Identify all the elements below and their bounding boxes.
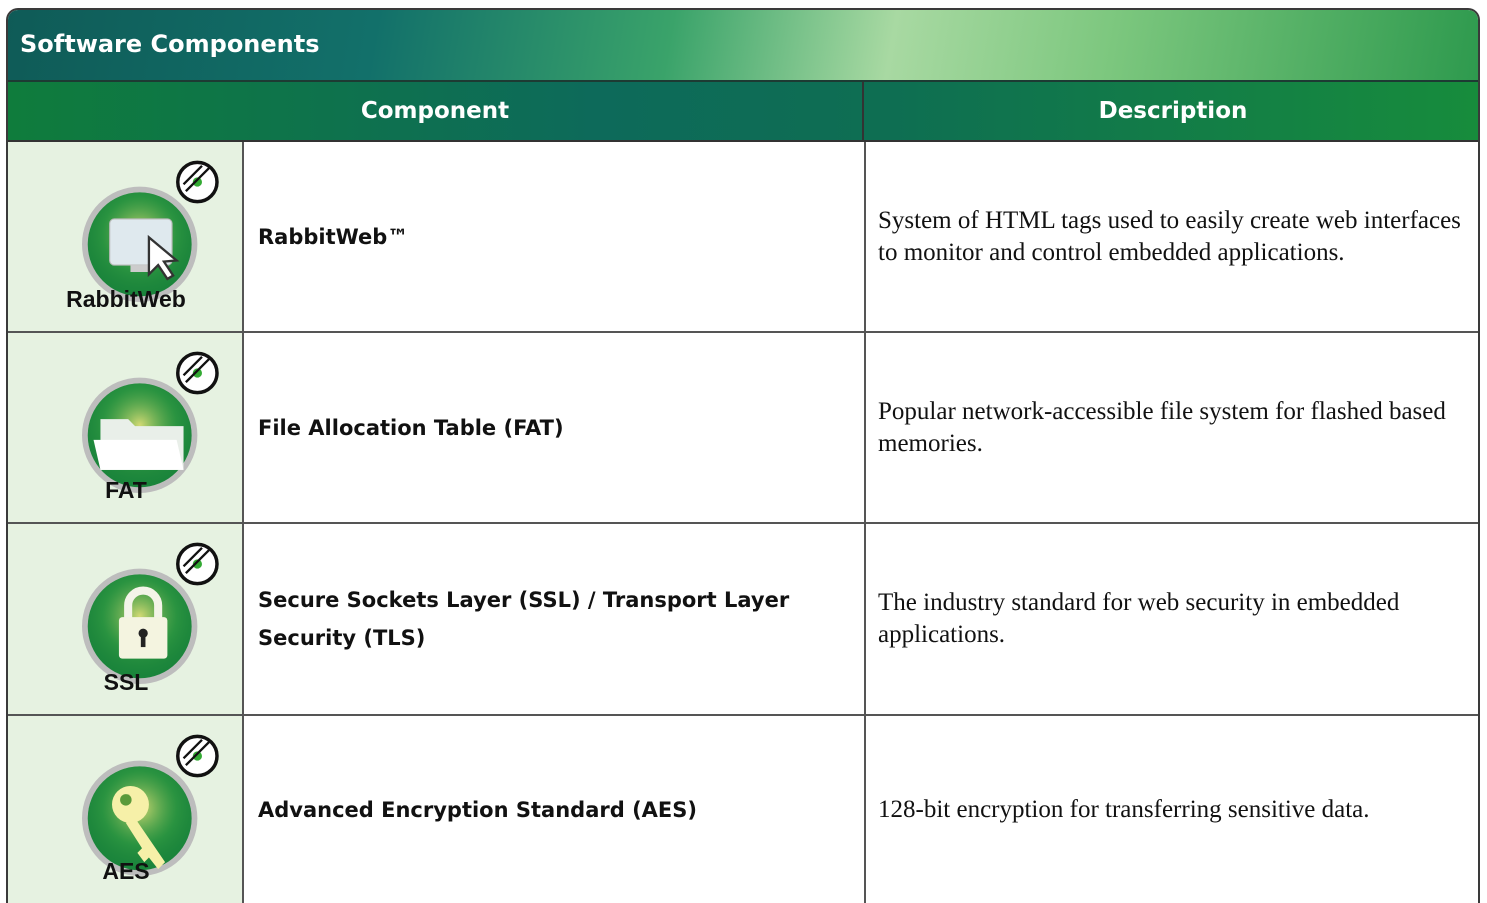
icon-cell: RabbitWeb [8,142,244,331]
description: Popular network-accessible file system f… [864,333,1478,522]
description: The industry standard for web security i… [864,524,1478,714]
icon-cell: SSL [8,524,244,714]
title-bar: Software Components [8,10,1478,82]
icon [82,734,219,876]
icon [82,351,219,493]
component-name: RabbitWeb™ [258,224,409,249]
row: RabbitWeb RabbitWeb™ System of HTML tags u… [8,142,1478,333]
row: FAT File Allocation Table (FAT) Popular ne… [8,333,1478,524]
icon-cell: AES [8,716,244,903]
row: SSL Secure Sockets Layer (SSL) / Transpor… [8,524,1478,716]
icon-label: AES [102,858,150,884]
icon [82,160,219,302]
column-header: Component [8,82,864,140]
icon-label: FAT [105,477,147,503]
description: 128-bit encryption for transferring sens… [864,716,1478,903]
icon-label: RabbitWeb [66,286,186,312]
icon-label: SSL [103,669,149,695]
description: System of HTML tags used to easily creat… [864,142,1478,331]
icon-cell: FAT [8,333,244,522]
icon [82,542,219,684]
header-row: Component Description [8,82,1478,142]
component-name: Secure Sockets Layer (SSL) / Transport L… [258,588,790,650]
table-frame: Software Components Component Descriptio… [6,8,1480,903]
column-header: Description [1098,98,1248,124]
row: AES Advanced Encryption Standard (AES) 128… [8,716,1478,903]
title: Software Components [20,30,320,58]
component-name: File Allocation Table (FAT) [258,415,564,440]
component-name: Advanced Encryption Standard (AES) [258,797,697,822]
